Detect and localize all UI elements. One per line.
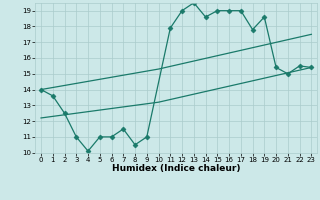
X-axis label: Humidex (Indice chaleur): Humidex (Indice chaleur): [112, 164, 240, 173]
